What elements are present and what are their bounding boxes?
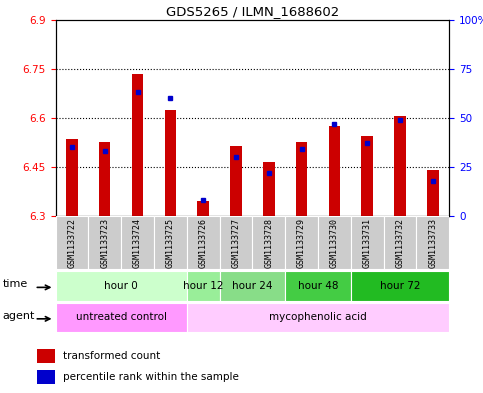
Bar <box>361 136 373 216</box>
Bar <box>285 271 351 301</box>
Bar <box>230 146 242 216</box>
Bar <box>296 143 307 216</box>
Bar <box>198 202 209 216</box>
Bar <box>263 162 274 216</box>
Bar <box>165 110 176 216</box>
Text: GSM1133729: GSM1133729 <box>297 218 306 268</box>
Text: GSM1133726: GSM1133726 <box>199 218 208 268</box>
Bar <box>351 271 449 301</box>
Bar <box>56 216 88 269</box>
Text: GSM1133733: GSM1133733 <box>428 218 437 268</box>
Bar <box>285 216 318 269</box>
Text: time: time <box>3 279 28 289</box>
Text: GSM1133730: GSM1133730 <box>330 218 339 268</box>
Bar <box>351 216 384 269</box>
Text: hour 72: hour 72 <box>380 281 420 291</box>
Bar <box>187 271 220 301</box>
Bar <box>220 216 252 269</box>
Bar <box>220 271 285 301</box>
Title: GDS5265 / ILMN_1688602: GDS5265 / ILMN_1688602 <box>166 6 339 18</box>
Bar <box>252 216 285 269</box>
Text: GSM1133727: GSM1133727 <box>231 218 241 268</box>
Bar <box>66 139 78 216</box>
Text: percentile rank within the sample: percentile rank within the sample <box>63 372 239 382</box>
Text: untreated control: untreated control <box>76 312 167 322</box>
Bar <box>56 271 187 301</box>
Bar <box>187 303 449 332</box>
Text: GSM1133731: GSM1133731 <box>363 218 372 268</box>
Bar <box>384 216 416 269</box>
Text: hour 24: hour 24 <box>232 281 272 291</box>
Bar <box>99 143 111 216</box>
Bar <box>427 170 439 216</box>
Bar <box>132 74 143 216</box>
Bar <box>187 216 220 269</box>
Text: hour 12: hour 12 <box>183 281 224 291</box>
Text: GSM1133732: GSM1133732 <box>396 218 404 268</box>
Text: GSM1133728: GSM1133728 <box>264 218 273 268</box>
Text: hour 48: hour 48 <box>298 281 338 291</box>
Bar <box>416 216 449 269</box>
Bar <box>154 216 187 269</box>
Bar <box>318 216 351 269</box>
Text: GSM1133723: GSM1133723 <box>100 218 109 268</box>
Text: transformed count: transformed count <box>63 351 160 361</box>
Bar <box>37 349 55 363</box>
Text: mycophenolic acid: mycophenolic acid <box>269 312 367 322</box>
Bar <box>394 116 406 216</box>
Text: GSM1133722: GSM1133722 <box>68 218 76 268</box>
Bar <box>56 303 187 332</box>
Text: GSM1133725: GSM1133725 <box>166 218 175 268</box>
Bar <box>328 126 340 216</box>
Bar <box>88 216 121 269</box>
Text: GSM1133724: GSM1133724 <box>133 218 142 268</box>
Bar <box>121 216 154 269</box>
Text: agent: agent <box>3 311 35 321</box>
Text: hour 0: hour 0 <box>104 281 138 291</box>
Bar <box>37 370 55 384</box>
